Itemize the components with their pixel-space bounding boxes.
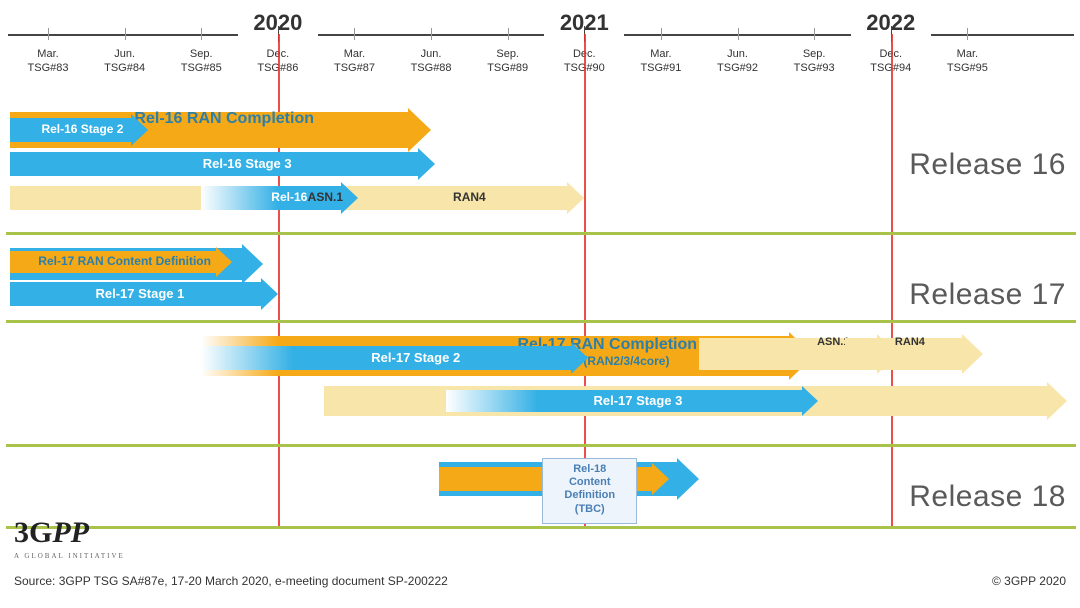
footer-source: Source: 3GPP TSG SA#87e, 17-20 March 202… (14, 574, 448, 588)
release-label: Release 16 (909, 148, 1066, 182)
section-divider (6, 444, 1076, 447)
r17-ran4-label: RAN4 (895, 336, 925, 348)
r16-ran-completion-label: Rel-16 RAN Completion (134, 110, 314, 128)
r16-stage2: Rel-16 Stage 2 (10, 118, 148, 142)
r17-ran-completion-label: (RAN2/3/4core) (583, 354, 669, 368)
month-label: Mar.TSG#91 (640, 48, 681, 76)
r16-stage3-label: Rel-16 Stage 3 (203, 156, 292, 171)
year-divider (891, 34, 893, 528)
r17-stage3-label: Rel-17 Stage 3 (593, 393, 682, 408)
r17-stage1: Rel-17 Stage 1 (10, 282, 278, 306)
r17-stage2: Rel-17 Stage 2 (201, 346, 588, 370)
r17-stage3: Rel-17 Stage 3 (446, 390, 818, 412)
r17-ran4: RAN4 (845, 338, 983, 370)
logo-3gpp: 3GPPA GLOBAL INITIATIVE (14, 516, 125, 560)
r16-stage3: Rel-16 Stage 3 (10, 152, 435, 176)
year-divider (584, 34, 586, 528)
month-label: Jun.TSG#92 (717, 48, 758, 76)
month-label: Jun.TSG#88 (411, 48, 452, 76)
r17-content-def: Rel-17 RAN Content Definition (10, 251, 232, 273)
rel18-content-def-box: Rel-18ContentDefinition(TBC) (542, 458, 637, 524)
r16-asn1: Rel-16ASN.1 (201, 186, 358, 210)
footer-copyright: © 3GPP 2020 (992, 574, 1066, 588)
section-divider (6, 232, 1076, 235)
r17-stage1-label: Rel-17 Stage 1 (95, 286, 184, 301)
year-divider (278, 34, 280, 528)
r16-asn1-label: Rel-16 (271, 190, 307, 204)
release-label: Release 17 (909, 278, 1066, 312)
month-label: Mar.TSG#87 (334, 48, 375, 76)
month-label: Sep.TSG#93 (794, 48, 835, 76)
section-divider (6, 320, 1076, 323)
r17-stage2-label: Rel-17 Stage 2 (371, 350, 460, 365)
r16-asn1-label: ASN.1 (308, 190, 343, 204)
r16-stage2-label: Rel-16 Stage 2 (41, 122, 123, 136)
month-label: Jun.TSG#84 (104, 48, 145, 76)
section-divider (6, 526, 1076, 529)
release-label: Release 18 (909, 480, 1066, 514)
month-label: Sep.TSG#89 (487, 48, 528, 76)
month-label: Mar.TSG#95 (947, 48, 988, 76)
r17-content-def-label: Rel-17 RAN Content Definition (38, 254, 211, 268)
month-label: Sep.TSG#85 (181, 48, 222, 76)
r16-ran4-label: RAN4 (453, 190, 486, 204)
month-label: Mar.TSG#83 (28, 48, 69, 76)
